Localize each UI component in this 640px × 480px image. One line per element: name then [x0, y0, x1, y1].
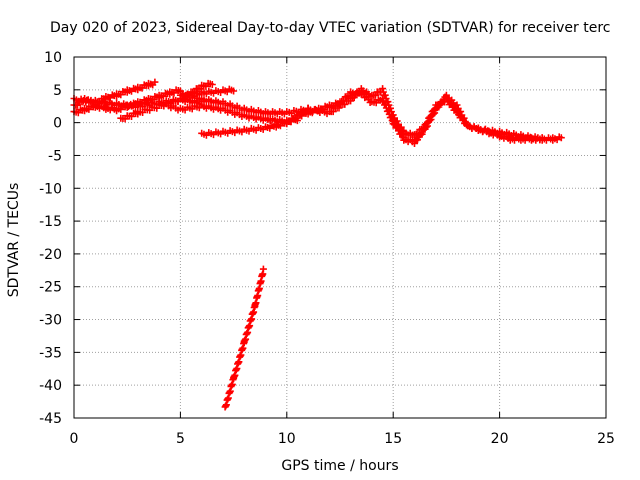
y-tick-label: 5 — [53, 83, 62, 99]
y-tick-label: 0 — [53, 116, 62, 132]
series-track-i — [221, 265, 267, 411]
x-axis-label: GPS time / hours — [281, 458, 398, 474]
chart-title: Day 020 of 2023, Sidereal Day-to-day VTE… — [50, 20, 610, 36]
y-tick-label: -10 — [39, 181, 62, 197]
x-tick-label: 10 — [278, 431, 296, 447]
y-tick-label: -45 — [39, 411, 62, 427]
axes: 0 5 10 15 20 25 10 5 0 -5 -10 -15 -20 -25 -30 -35 -40 -45 — [39, 50, 615, 447]
series-track-g — [176, 88, 312, 118]
plot-frame — [73, 56, 607, 419]
series-points — [304, 85, 546, 144]
x-tick-label: 15 — [384, 431, 402, 447]
series-points — [221, 265, 267, 411]
x-tick-label: 5 — [176, 431, 185, 447]
series-points — [176, 88, 312, 118]
y-axis-label: SDTVAR / TECUs — [6, 183, 22, 298]
x-tick-label: 25 — [597, 431, 615, 447]
series-track-k — [304, 85, 546, 144]
y-tick-label: -30 — [39, 313, 62, 329]
y-tick-label: -35 — [39, 345, 62, 361]
x-tick-label: 20 — [491, 431, 509, 447]
y-tick-label: 10 — [44, 50, 62, 66]
y-tick-label: -15 — [39, 214, 62, 230]
y-tick-label: -25 — [39, 280, 62, 296]
x-tick-label: 0 — [70, 431, 79, 447]
data-series — [70, 78, 565, 411]
y-tick-label: -40 — [39, 378, 62, 394]
y-tick-label: -5 — [48, 148, 62, 164]
y-tick-label: -20 — [39, 247, 62, 263]
